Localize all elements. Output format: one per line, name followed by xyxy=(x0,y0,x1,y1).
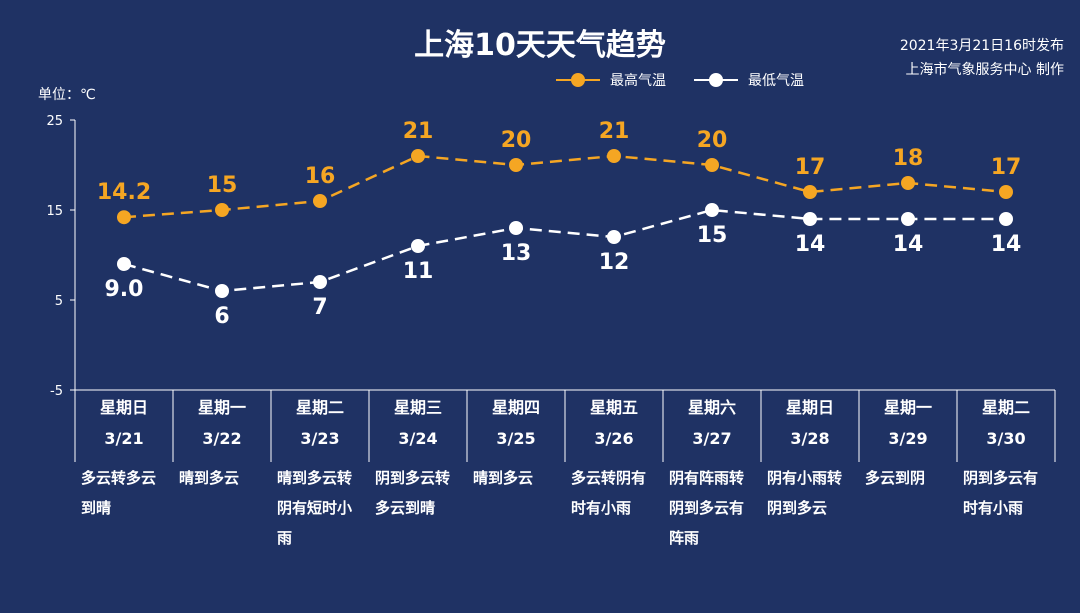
day-header: 星期二 3/30 xyxy=(957,392,1055,454)
weekday-label: 星期六 xyxy=(687,398,736,417)
low-temp-label: 13 xyxy=(501,241,532,266)
date-label: 3/24 xyxy=(398,429,438,448)
date-label: 3/28 xyxy=(790,429,830,448)
low-temp-label: 15 xyxy=(697,223,728,248)
y-tick-label: 5 xyxy=(55,294,63,309)
weather-description: 晴到多云 xyxy=(473,469,534,487)
y-tick-label: -5 xyxy=(50,384,63,399)
weekday-label: 星期一 xyxy=(883,398,932,417)
low-temp-label: 9.0 xyxy=(105,277,144,302)
day-header: 星期二 3/23 xyxy=(271,392,369,454)
weekday-label: 星期五 xyxy=(589,398,638,417)
day-header: 星期五 3/26 xyxy=(565,392,663,454)
low-temp-label: 14 xyxy=(795,232,826,257)
date-label: 3/30 xyxy=(986,429,1026,448)
high-temp-label: 18 xyxy=(893,146,924,171)
high-temp-point xyxy=(509,158,523,172)
weather-description: 阴到多云有时有小雨 xyxy=(963,469,1039,517)
low-temp-point xyxy=(705,203,719,217)
weather-description: 晴到多云 xyxy=(179,469,240,487)
legend-high-marker xyxy=(556,73,600,87)
high-temp-point xyxy=(901,176,915,190)
legend: 最高气温 最低气温 xyxy=(556,70,832,90)
low-temp-line xyxy=(123,208,1006,293)
high-temp-point xyxy=(607,149,621,163)
high-temp-point xyxy=(313,194,327,208)
high-temp-label: 17 xyxy=(795,155,826,180)
day-header: 星期三 3/24 xyxy=(369,392,467,454)
weekday-label: 星期三 xyxy=(393,398,442,417)
day-header: 星期日 3/21 xyxy=(75,392,173,454)
high-temp-label: 21 xyxy=(403,119,434,144)
day-header: 星期一 3/22 xyxy=(173,392,271,454)
date-label: 3/27 xyxy=(692,429,732,448)
date-label: 3/21 xyxy=(104,429,144,448)
weekday-label: 星期一 xyxy=(197,398,246,417)
legend-high: 最高气温 xyxy=(556,70,666,90)
date-label: 3/23 xyxy=(300,429,340,448)
y-tick-label: 25 xyxy=(46,114,63,129)
chart-title: 上海10天天气趋势 xyxy=(414,28,666,63)
weekday-label: 星期二 xyxy=(295,398,344,417)
low-temp-point xyxy=(313,275,327,289)
weekday-label: 星期日 xyxy=(99,398,148,417)
low-temp-point xyxy=(215,284,229,298)
high-temp-point xyxy=(215,203,229,217)
low-temp-label: 12 xyxy=(599,250,630,275)
low-temp-point xyxy=(803,212,817,226)
low-temp-label: 7 xyxy=(312,295,327,320)
low-temp-point xyxy=(999,212,1013,226)
date-label: 3/25 xyxy=(496,429,536,448)
date-label: 3/26 xyxy=(594,429,634,448)
low-temp-point xyxy=(411,239,425,253)
weather-description: 多云转多云到晴 xyxy=(81,469,157,517)
low-temp-point xyxy=(901,212,915,226)
weekday-label: 星期二 xyxy=(981,398,1030,417)
day-header: 星期六 3/27 xyxy=(663,392,761,454)
date-label: 3/22 xyxy=(202,429,242,448)
legend-low-label: 最低气温 xyxy=(748,73,804,89)
day-header: 星期四 3/25 xyxy=(467,392,565,454)
issue-time: 2021年3月21日16时发布 xyxy=(899,38,1064,54)
issuer-name: 上海市气象服务中心 制作 xyxy=(905,62,1064,78)
weather-description: 阴有小雨转阴到多云 xyxy=(767,469,843,517)
high-temp-label: 14.2 xyxy=(97,180,151,205)
high-temp-point xyxy=(705,158,719,172)
high-temp-point xyxy=(999,185,1013,199)
low-temp-point xyxy=(607,230,621,244)
weekday-label: 星期日 xyxy=(785,398,834,417)
day-header: 星期日 3/28 xyxy=(761,392,859,454)
low-temp-label: 6 xyxy=(214,304,229,329)
y-tick-label: 15 xyxy=(46,204,63,219)
date-label: 3/29 xyxy=(888,429,928,448)
unit-label: 单位：℃ xyxy=(38,87,96,103)
high-temp-label: 21 xyxy=(599,119,630,144)
high-temp-point xyxy=(117,210,131,225)
high-temp-label: 16 xyxy=(305,164,336,189)
high-temp-label: 17 xyxy=(991,155,1022,180)
high-temp-label: 20 xyxy=(697,128,728,153)
weather-description: 多云转阴有时有小雨 xyxy=(571,469,647,517)
low-temp-point xyxy=(509,221,523,235)
legend-high-label: 最高气温 xyxy=(610,73,666,89)
weather-description: 多云到阴 xyxy=(865,469,926,487)
low-temp-point xyxy=(117,257,131,271)
high-temp-label: 15 xyxy=(207,173,238,198)
weather-description: 阴到多云转多云到晴 xyxy=(375,469,451,517)
high-temp-point xyxy=(411,149,425,163)
day-header: 星期一 3/29 xyxy=(859,392,957,454)
high-temp-point xyxy=(803,185,817,199)
weather-description: 晴到多云转阴有短时小雨 xyxy=(277,469,353,547)
low-temp-label: 11 xyxy=(403,259,434,284)
low-temp-label: 14 xyxy=(893,232,924,257)
legend-low: 最低气温 xyxy=(694,70,804,90)
issuer-info: 2021年3月21日16时发布 上海市气象服务中心 制作 xyxy=(900,34,1064,82)
weather-description: 阴有阵雨转阴到多云有阵雨 xyxy=(669,469,745,547)
high-temp-line xyxy=(123,154,1007,219)
low-temp-label: 14 xyxy=(991,232,1022,257)
legend-low-marker xyxy=(694,73,738,87)
high-temp-label: 20 xyxy=(501,128,532,153)
weekday-label: 星期四 xyxy=(491,398,540,417)
